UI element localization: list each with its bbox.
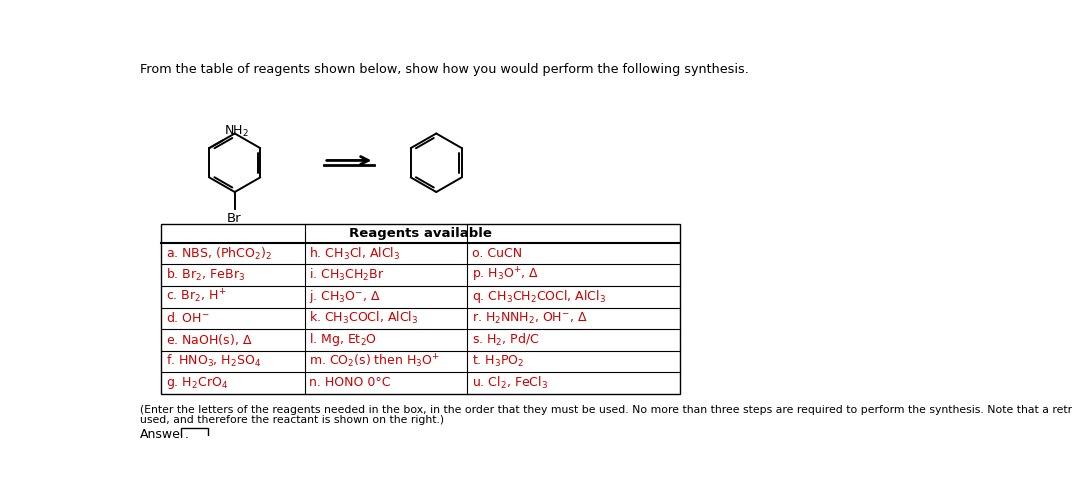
Bar <box>161 224 681 394</box>
Text: b. Br$_{2}$, FeBr$_{3}$: b. Br$_{2}$, FeBr$_{3}$ <box>166 267 244 283</box>
Text: r. H$_{2}$NNH$_{2}$, OH$^{-}$, $\Delta$: r. H$_{2}$NNH$_{2}$, OH$^{-}$, $\Delta$ <box>472 311 587 326</box>
Text: f. HNO$_{3}$, H$_{2}$SO$_{4}$: f. HNO$_{3}$, H$_{2}$SO$_{4}$ <box>166 353 260 369</box>
Text: h. CH$_{3}$Cl, AlCl$_{3}$: h. CH$_{3}$Cl, AlCl$_{3}$ <box>309 245 401 262</box>
Bar <box>180 428 208 442</box>
Text: k. CH$_{3}$COCl, AlCl$_{3}$: k. CH$_{3}$COCl, AlCl$_{3}$ <box>309 310 418 326</box>
Text: o. CuCN: o. CuCN <box>472 247 522 260</box>
Text: used, and therefore the reactant is shown on the right.): used, and therefore the reactant is show… <box>140 415 444 424</box>
Text: NH$_{2}$: NH$_{2}$ <box>224 124 249 139</box>
Text: g. H$_{2}$CrO$_{4}$: g. H$_{2}$CrO$_{4}$ <box>166 375 228 391</box>
Text: From the table of reagents shown below, show how you would perform the following: From the table of reagents shown below, … <box>140 63 749 76</box>
Text: d. OH$^{-}$: d. OH$^{-}$ <box>166 311 209 325</box>
Text: p. H$_{3}$O$^{+}$, $\Delta$: p. H$_{3}$O$^{+}$, $\Delta$ <box>472 266 539 284</box>
Text: c. Br$_{2}$, H$^{+}$: c. Br$_{2}$, H$^{+}$ <box>166 288 226 305</box>
Text: s. H$_{2}$, Pd/C: s. H$_{2}$, Pd/C <box>472 332 539 348</box>
Text: Br: Br <box>226 212 241 225</box>
Text: t. H$_{3}$PO$_{2}$: t. H$_{3}$PO$_{2}$ <box>472 354 524 369</box>
Text: e. NaOH(s), $\Delta$: e. NaOH(s), $\Delta$ <box>166 332 252 347</box>
Text: a. NBS, (PhCO$_{2}$)$_{2}$: a. NBS, (PhCO$_{2}$)$_{2}$ <box>166 245 271 262</box>
Text: j. CH$_{3}$O$^{-}$, $\Delta$: j. CH$_{3}$O$^{-}$, $\Delta$ <box>309 288 381 305</box>
Text: m. CO$_{2}$(s) then H$_{3}$O$^{+}$: m. CO$_{2}$(s) then H$_{3}$O$^{+}$ <box>309 353 441 370</box>
Text: n. HONO 0°C: n. HONO 0°C <box>309 376 390 390</box>
Text: u. Cl$_{2}$, FeCl$_{3}$: u. Cl$_{2}$, FeCl$_{3}$ <box>472 375 548 391</box>
Text: Answer:: Answer: <box>140 428 190 441</box>
Text: Reagents available: Reagents available <box>349 227 492 240</box>
Text: l. Mg, Et$_{2}$O: l. Mg, Et$_{2}$O <box>309 331 377 348</box>
Text: i. CH$_{3}$CH$_{2}$Br: i. CH$_{3}$CH$_{2}$Br <box>309 267 385 283</box>
Text: (Enter the letters of the reagents needed in the box, in the order that they mus: (Enter the letters of the reagents neede… <box>140 405 1072 415</box>
Text: q. CH$_{3}$CH$_{2}$COCl, AlCl$_{3}$: q. CH$_{3}$CH$_{2}$COCl, AlCl$_{3}$ <box>472 288 606 305</box>
